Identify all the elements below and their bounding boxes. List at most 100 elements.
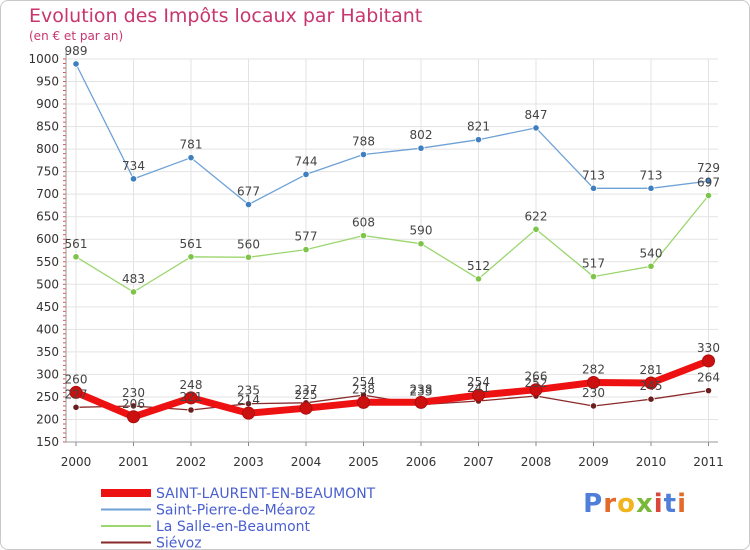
data-point <box>647 262 655 270</box>
data-label: 281 <box>640 363 663 377</box>
data-point <box>417 240 425 248</box>
data-label: 590 <box>410 224 433 238</box>
data-point <box>529 383 543 397</box>
data-label: 282 <box>582 363 605 377</box>
data-point <box>129 175 138 183</box>
y-tick-label: 950 <box>36 75 59 89</box>
data-label: 248 <box>180 378 203 392</box>
data-label: 560 <box>237 237 260 251</box>
data-label: 230 <box>122 386 145 400</box>
data-label: 989 <box>65 44 88 58</box>
data-label: 238 <box>352 382 375 396</box>
data-point <box>72 253 80 261</box>
data-label: 230 <box>582 386 605 400</box>
data-label: 254 <box>352 375 375 389</box>
x-tick-label: 2002 <box>176 455 207 469</box>
data-label: 225 <box>295 388 318 402</box>
data-label: 245 <box>640 379 663 393</box>
data-label: 788 <box>352 135 375 149</box>
data-point <box>704 177 713 185</box>
data-label: 744 <box>295 154 318 168</box>
data-label: 252 <box>525 376 548 390</box>
x-tick-label: 2003 <box>233 455 264 469</box>
data-label: 264 <box>697 371 720 385</box>
logo-letter: x <box>635 489 654 519</box>
data-label: 821 <box>467 120 490 134</box>
data-label: 512 <box>467 259 490 273</box>
data-point <box>589 402 598 410</box>
data-label: 254 <box>467 375 490 389</box>
data-point <box>704 191 713 200</box>
data-point <box>589 184 598 192</box>
data-label: 238 <box>410 382 433 396</box>
data-label: 214 <box>237 393 260 407</box>
y-tick-label: 900 <box>36 97 59 111</box>
x-tick-label: 2005 <box>348 455 379 469</box>
data-label: 697 <box>697 176 720 190</box>
data-label: 802 <box>410 128 433 142</box>
data-point <box>244 253 253 261</box>
y-tick-label: 600 <box>36 232 59 246</box>
y-tick-label: 800 <box>36 142 59 156</box>
data-label: 227 <box>65 387 88 401</box>
logo-letter: P <box>583 489 604 519</box>
y-tick-label: 400 <box>36 322 59 336</box>
data-label: 237 <box>295 383 318 397</box>
data-label: 677 <box>237 185 260 199</box>
data-label: 206 <box>122 397 145 411</box>
data-label: 260 <box>65 372 88 386</box>
data-point <box>244 200 253 209</box>
y-tick-label: 300 <box>36 367 59 381</box>
data-point <box>187 154 195 162</box>
data-point <box>299 401 313 415</box>
legend-label: Siévoz <box>156 536 202 550</box>
legend-label: SAINT-LAURENT-EN-BEAUMONT <box>156 486 376 502</box>
data-point <box>242 406 255 420</box>
logo-letter: i <box>677 489 687 519</box>
data-label: 847 <box>525 108 548 122</box>
x-tick-label: 2000 <box>61 455 92 469</box>
y-tick-label: 500 <box>36 277 59 291</box>
x-tick-label: 2006 <box>406 455 437 469</box>
x-tick-label: 2009 <box>578 455 609 469</box>
y-tick-label: 250 <box>36 390 59 404</box>
chart-subtitle: (en € et par an) <box>29 29 124 43</box>
data-point <box>129 402 138 410</box>
y-tick-label: 700 <box>36 187 59 201</box>
x-axis-ticks: 2000 2001 2002 2003 2004 2005 2006 2007 2008 2009… <box>61 455 724 469</box>
x-tick-label: 2010 <box>636 455 667 469</box>
chart-title: Evolution des Impôts locaux par Habitant <box>29 5 423 27</box>
data-label: 540 <box>640 246 663 260</box>
data-point <box>417 144 425 152</box>
data-label: 713 <box>582 168 605 182</box>
series-line <box>72 357 712 421</box>
logo-letter: o <box>617 489 636 519</box>
data-point <box>587 376 600 390</box>
x-tick-label: 2008 <box>521 455 552 469</box>
data-point <box>302 170 310 178</box>
x-tick-label: 2001 <box>118 455 149 469</box>
data-point <box>69 385 83 399</box>
y-tick-label: 450 <box>36 300 59 314</box>
y-tick-label: 1000 <box>28 52 59 66</box>
data-label: 241 <box>467 381 490 395</box>
x-tick-label: 2004 <box>291 455 322 469</box>
data-point <box>184 391 198 405</box>
data-point <box>357 395 370 409</box>
x-tick-label: 2011 <box>693 455 724 469</box>
data-point <box>702 354 715 368</box>
data-point <box>589 273 598 281</box>
data-point <box>187 253 195 261</box>
data-point <box>472 388 485 402</box>
legend: SAINT-LAURENT-EN-BEAUMONTSaint-Pierre-de… <box>101 486 376 550</box>
logo-letter: i <box>653 489 664 519</box>
x-tick-label: 2007 <box>463 455 494 469</box>
data-point <box>72 403 80 411</box>
data-label: 781 <box>180 138 203 152</box>
data-point <box>647 395 655 403</box>
data-point <box>302 245 310 254</box>
y-tick-label: 200 <box>36 412 59 426</box>
data-point <box>359 232 368 240</box>
